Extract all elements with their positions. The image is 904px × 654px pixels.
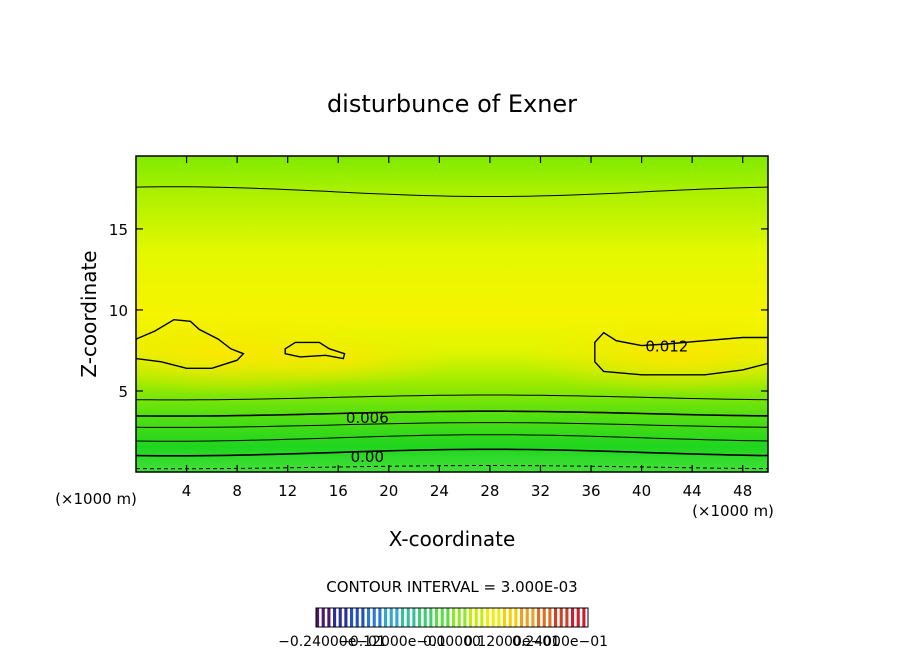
contour-line-upper — [136, 186, 768, 197]
colorbar-swatch — [406, 608, 410, 627]
colorbar-swatch — [542, 608, 546, 627]
colorbar-swatch — [384, 608, 388, 627]
colorbar-swatch — [418, 608, 422, 627]
colorbar-swatch — [378, 608, 382, 627]
contour-line — [136, 434, 768, 442]
colorbar-label-neg: −0.12000e−01 — [338, 634, 446, 650]
colorbar-label-min: −0.24000e−01 — [278, 634, 386, 650]
x-unit-right: (×1000 m) — [692, 502, 774, 520]
colorbar-swatch — [525, 608, 529, 627]
colorbar-swatch — [401, 608, 405, 627]
colorbar-swatch — [457, 608, 461, 627]
x-tick-label: 12 — [278, 482, 297, 500]
colorbar-swatch — [367, 608, 371, 627]
x-tick-label: 36 — [581, 482, 600, 500]
colorbar-swatch — [389, 608, 393, 627]
x-tick-label: 4 — [182, 482, 192, 500]
colorbar-swatch — [469, 608, 473, 627]
contour-line — [136, 422, 768, 428]
y-axis-label: Z-coordinate — [77, 250, 101, 377]
colorbar-swatch — [486, 608, 490, 627]
colorbar-swatch — [559, 608, 563, 627]
contour-closed-left — [136, 318, 245, 369]
colorbar-swatch — [446, 608, 450, 627]
colorbar-swatch — [333, 608, 337, 627]
colorbar-swatch — [480, 608, 484, 627]
colorbar-swatch — [548, 608, 552, 627]
y-tick-label: 15 — [109, 221, 128, 239]
colorbar-swatch — [576, 608, 580, 627]
contour-labels: 0.012 0.006 0.00 — [346, 338, 689, 466]
contour-label: 0.00 — [351, 448, 384, 466]
colorbar-swatch — [452, 608, 456, 627]
contour-line-0.00 — [136, 448, 768, 457]
x-axis-label: X-coordinate — [389, 527, 516, 551]
colorbar-swatch — [338, 608, 342, 627]
colorbar-swatch — [440, 608, 444, 627]
colorbar-swatch — [435, 608, 439, 627]
colorbar-swatch — [520, 608, 524, 627]
colorbar — [316, 608, 586, 627]
colorbar-label-pos: 0.12000e−01 — [464, 634, 560, 650]
colorbar-swatch — [514, 608, 518, 627]
contour-closed-center — [284, 341, 346, 360]
contour-label: 0.006 — [346, 409, 389, 427]
colorbar-swatch — [412, 608, 416, 627]
colorbar-swatch — [361, 608, 365, 627]
y-tick-label: 10 — [109, 302, 128, 320]
colorbar-swatch — [503, 608, 507, 627]
colorbar-label-max: 0.24000e−01 — [512, 634, 608, 650]
colorbar-swatch — [571, 608, 575, 627]
colorbar-swatch — [491, 608, 495, 627]
x-tick-label: 16 — [329, 482, 348, 500]
colorbar-label-zero: 0.00000 — [423, 634, 481, 650]
colorbar-swatch — [372, 608, 376, 627]
x-tick-label: 40 — [632, 482, 651, 500]
colorbar-swatch — [321, 608, 325, 627]
colorbar-swatch — [537, 608, 541, 627]
x-tick-label: 28 — [480, 482, 499, 500]
colorbar-swatch — [565, 608, 569, 627]
contour-line-0.006 — [136, 410, 768, 417]
x-tick-label: 20 — [379, 482, 398, 500]
plot-frame — [135, 155, 769, 473]
contour-field — [136, 156, 768, 472]
colorbar-swatch — [350, 608, 354, 627]
colorbar-swatch — [463, 608, 467, 627]
colorbar-swatch — [429, 608, 433, 627]
chart-title: disturbunce of Exner — [327, 90, 577, 118]
colorbar-swatch — [327, 608, 331, 627]
x-tick-label: 24 — [430, 482, 449, 500]
contour-interval: CONTOUR INTERVAL = 3.000E-03 — [326, 578, 577, 596]
x-tick-label: 8 — [232, 482, 242, 500]
y-tick-label: 5 — [118, 383, 128, 401]
contour-lines — [136, 186, 768, 470]
colorbar-swatch — [395, 608, 399, 627]
colorbar-frame — [315, 607, 589, 628]
x-unit-left: (×1000 m) — [55, 490, 137, 508]
contour-line-negative — [136, 465, 768, 470]
colorbar-swatch — [582, 608, 586, 627]
colorbar-swatch — [497, 608, 501, 627]
colorbar-swatch — [554, 608, 558, 627]
contour-label: 0.012 — [645, 338, 688, 356]
colorbar-swatch — [474, 608, 478, 627]
colorbar-swatch — [344, 608, 348, 627]
contour-closed-right — [594, 331, 768, 376]
colorbar-swatch — [508, 608, 512, 627]
x-tick-label: 48 — [733, 482, 752, 500]
colorbar-swatch — [423, 608, 427, 627]
x-tick-label: 32 — [531, 482, 550, 500]
colorbar-swatch — [316, 608, 320, 627]
contour-line — [136, 394, 768, 401]
colorbar-swatch — [531, 608, 535, 627]
x-tick-label: 44 — [683, 482, 702, 500]
colorbar-swatch — [355, 608, 359, 627]
